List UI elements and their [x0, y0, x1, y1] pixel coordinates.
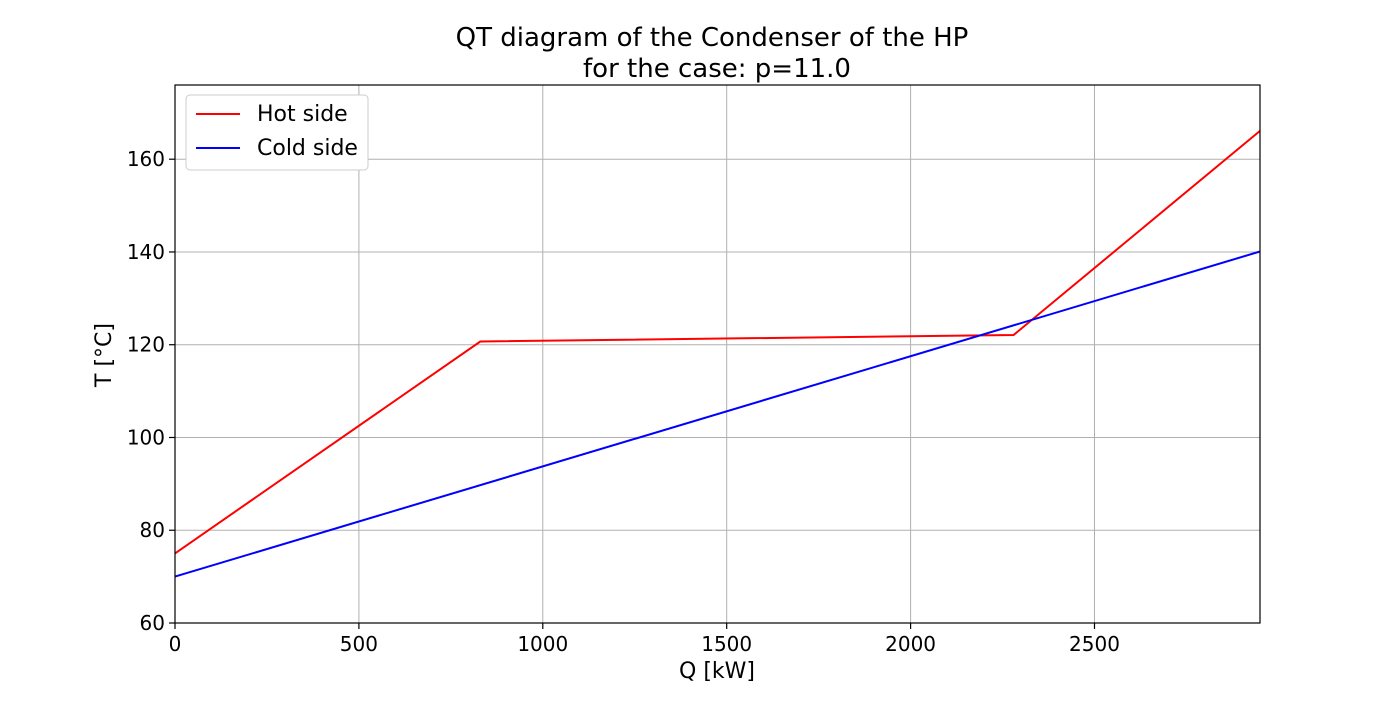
x-tick-label: 500: [340, 632, 378, 656]
y-tick-label: 100: [127, 425, 165, 449]
y-tick-label: 60: [140, 611, 165, 635]
y-tick-label: 80: [140, 518, 165, 542]
x-axis-label: Q [kW]: [679, 659, 755, 684]
chart-title: QT diagram of the Condenser of the HP: [456, 23, 969, 53]
x-tick-label: 1500: [701, 632, 752, 656]
x-tick-label: 1000: [517, 632, 568, 656]
y-tick-label: 160: [127, 147, 165, 171]
legend-label-cold-side: Cold side: [257, 136, 358, 161]
y-tick-label: 140: [127, 240, 165, 264]
legend: Hot side Cold side: [186, 95, 368, 170]
x-tick-label: 2000: [885, 632, 936, 656]
y-tick-label: 120: [127, 333, 165, 357]
series-lines: [175, 131, 1260, 577]
series-line-cold-side: [175, 252, 1260, 577]
y-axis-label: T [°C]: [92, 323, 117, 388]
x-tick-label: 0: [169, 632, 182, 656]
ticks: 0 500 1000 1500 2000 2500 60 80 100 120 140 160: [127, 147, 1120, 656]
legend-label-hot-side: Hot side: [257, 102, 348, 127]
series-line-hot-side: [175, 131, 1260, 554]
chart-subtitle: for the case: p=11.0: [583, 54, 851, 84]
x-tick-label: 2500: [1069, 632, 1120, 656]
